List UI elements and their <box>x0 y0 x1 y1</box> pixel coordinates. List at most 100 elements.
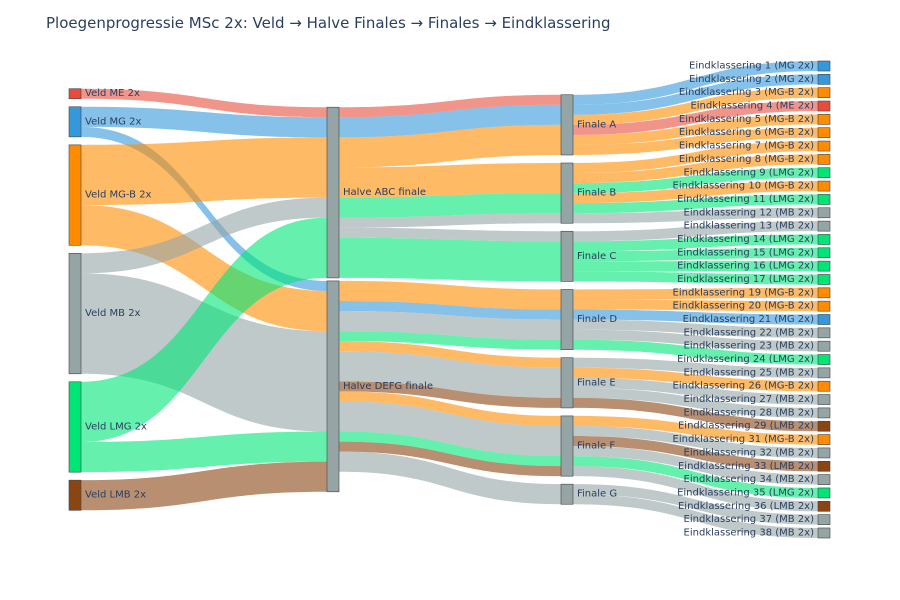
sankey-link-finale_b-to-ek10[interactable] <box>573 181 818 204</box>
sankey-link-halve_defg-to-finale_d[interactable] <box>339 280 561 310</box>
sankey-node-halve_defg[interactable] <box>326 280 340 493</box>
sankey-node-finale_e[interactable] <box>560 357 574 409</box>
sankey-link-finale_f-to-ek36[interactable] <box>573 466 818 512</box>
sankey-node-veld_me[interactable] <box>68 88 82 100</box>
sankey-link-finale_e-to-ek28[interactable] <box>573 387 818 418</box>
sankey-node-veld_mgb[interactable] <box>68 144 82 246</box>
sankey-node-veld_mb[interactable] <box>68 252 82 375</box>
sankey-link-halve_abc-to-finale_b[interactable] <box>339 213 561 228</box>
sankey-link-halve_abc-to-finale_a[interactable] <box>339 104 561 138</box>
sankey-link-halve_defg-to-finale_f[interactable] <box>339 431 561 467</box>
sankey-node-finale_f[interactable] <box>560 415 574 477</box>
sankey-link-finale_d-to-ek22[interactable] <box>573 319 818 338</box>
sankey-link-finale_e-to-ek26[interactable] <box>573 367 818 392</box>
sankey-link-halve_abc-to-finale_c[interactable] <box>339 237 561 282</box>
sankey-node-ek19[interactable] <box>817 287 831 299</box>
sankey-link-halve_defg-to-finale_d[interactable] <box>339 311 561 340</box>
sankey-node-finale_c[interactable] <box>560 230 574 282</box>
sankey-node-ek8[interactable] <box>817 154 831 165</box>
sankey-link-finale_d-to-ek23[interactable] <box>573 329 818 352</box>
sankey-link-finale_b-to-ek7[interactable] <box>573 141 818 174</box>
sankey-link-finale_f-to-ek32[interactable] <box>573 425 818 458</box>
sankey-link-finale_d-to-ek20[interactable] <box>573 299 818 312</box>
sankey-node-veld_mg[interactable] <box>68 106 82 138</box>
sankey-link-finale_b-to-ek12[interactable] <box>573 207 818 224</box>
sankey-node-finale_g[interactable] <box>560 483 574 505</box>
sankey-link-finale_f-to-ek31[interactable] <box>573 415 818 445</box>
sankey-node-ek9[interactable] <box>817 167 831 179</box>
sankey-node-ek16[interactable] <box>817 260 831 272</box>
sankey-link-halve_defg-to-finale_f[interactable] <box>339 391 561 426</box>
sankey-link-veld_mgb-to-halve_defg[interactable] <box>81 205 327 332</box>
sankey-link-halve_defg-to-finale_e[interactable] <box>339 351 561 398</box>
sankey-node-finale_b[interactable] <box>560 162 574 224</box>
sankey-node-ek33[interactable] <box>817 460 831 472</box>
sankey-link-finale_a-to-ek4[interactable] <box>573 101 818 135</box>
sankey-link-halve_defg-to-finale_e[interactable] <box>339 341 561 368</box>
sankey-node-veld_lmg[interactable] <box>68 381 82 473</box>
sankey-link-finale_f-to-ek33[interactable] <box>573 436 818 472</box>
sankey-node-ek35[interactable] <box>817 487 831 499</box>
sankey-node-ek1[interactable] <box>817 60 831 72</box>
sankey-node-ek36[interactable] <box>817 500 831 512</box>
sankey-link-finale_c-to-ek13[interactable] <box>573 221 818 242</box>
sankey-link-finale_c-to-ek14[interactable] <box>573 234 818 252</box>
sankey-link-finale_b-to-ek8[interactable] <box>573 154 818 184</box>
sankey-link-finale_a-to-ek5[interactable] <box>573 114 818 145</box>
sankey-link-veld_lmg-to-halve_defg[interactable] <box>81 431 327 473</box>
sankey-link-halve_defg-to-finale_d[interactable] <box>339 331 561 350</box>
sankey-link-finale_f-to-ek34[interactable] <box>573 446 818 485</box>
sankey-link-finale_e-to-ek29[interactable] <box>573 397 818 432</box>
sankey-link-finale_a-to-ek2[interactable] <box>573 74 818 115</box>
sankey-link-finale_c-to-ek16[interactable] <box>573 261 818 272</box>
sankey-link-finale_b-to-ek11[interactable] <box>573 194 818 214</box>
sankey-node-ek15[interactable] <box>817 247 831 259</box>
sankey-link-veld_mg-to-halve_defg[interactable] <box>81 126 327 291</box>
sankey-node-ek11[interactable] <box>817 194 831 205</box>
sankey-link-finale_c-to-ek17[interactable] <box>573 271 818 285</box>
sankey-node-ek34[interactable] <box>817 474 831 485</box>
sankey-node-ek12[interactable] <box>817 207 831 219</box>
sankey-node-ek2[interactable] <box>817 74 831 85</box>
sankey-link-finale_g-to-ek37[interactable] <box>573 484 818 525</box>
sankey-link-finale_b-to-ek9[interactable] <box>573 167 818 194</box>
sankey-link-finale_e-to-ek27[interactable] <box>573 377 818 405</box>
sankey-node-ek22[interactable] <box>817 327 831 339</box>
sankey-node-ek27[interactable] <box>817 394 831 405</box>
sankey-link-halve_defg-to-finale_f[interactable] <box>339 441 561 477</box>
sankey-node-ek7[interactable] <box>817 140 831 152</box>
sankey-link-veld_me-to-halve_abc[interactable] <box>81 88 327 118</box>
sankey-link-finale_d-to-ek24[interactable] <box>573 339 818 365</box>
sankey-node-ek32[interactable] <box>817 447 831 459</box>
sankey-link-halve_defg-to-finale_g[interactable] <box>339 451 561 505</box>
sankey-link-halve_abc-to-finale_b[interactable] <box>339 193 561 218</box>
sankey-link-veld_mgb-to-halve_abc[interactable] <box>81 137 327 206</box>
sankey-link-finale_c-to-ek15[interactable] <box>573 247 818 262</box>
sankey-link-finale_a-to-ek1[interactable] <box>573 61 818 105</box>
sankey-link-veld_mb-to-halve_abc[interactable] <box>81 197 327 274</box>
sankey-node-ek10[interactable] <box>817 180 831 192</box>
sankey-node-ek17[interactable] <box>817 274 831 285</box>
sankey-link-halve_defg-to-finale_f[interactable] <box>339 401 561 457</box>
sankey-node-ek31[interactable] <box>817 434 831 445</box>
sankey-link-veld_lmg-to-halve_abc[interactable] <box>81 217 327 443</box>
sankey-node-ek3[interactable] <box>817 87 831 99</box>
sankey-link-halve_abc-to-finale_a[interactable] <box>339 94 561 118</box>
sankey-node-ek38[interactable] <box>817 527 831 539</box>
sankey-node-halve_abc[interactable] <box>326 106 340 279</box>
sankey-link-halve_abc-to-finale_a[interactable] <box>339 124 561 168</box>
sankey-node-ek20[interactable] <box>817 300 831 312</box>
sankey-node-finale_a[interactable] <box>560 94 574 156</box>
sankey-node-finale_d[interactable] <box>560 289 574 351</box>
sankey-node-ek4[interactable] <box>817 100 831 112</box>
sankey-link-finale_e-to-ek25[interactable] <box>573 357 818 378</box>
sankey-link-finale_f-to-ek35[interactable] <box>573 456 818 498</box>
sankey-node-ek37[interactable] <box>817 514 831 525</box>
sankey-link-finale_a-to-ek6[interactable] <box>573 127 818 155</box>
sankey-link-finale_d-to-ek19[interactable] <box>573 287 818 300</box>
sankey-node-ek24[interactable] <box>817 354 831 365</box>
sankey-node-ek28[interactable] <box>817 407 831 419</box>
sankey-link-finale_g-to-ek38[interactable] <box>573 494 818 538</box>
sankey-node-ek6[interactable] <box>817 127 831 139</box>
sankey-link-finale_d-to-ek21[interactable] <box>573 309 818 325</box>
